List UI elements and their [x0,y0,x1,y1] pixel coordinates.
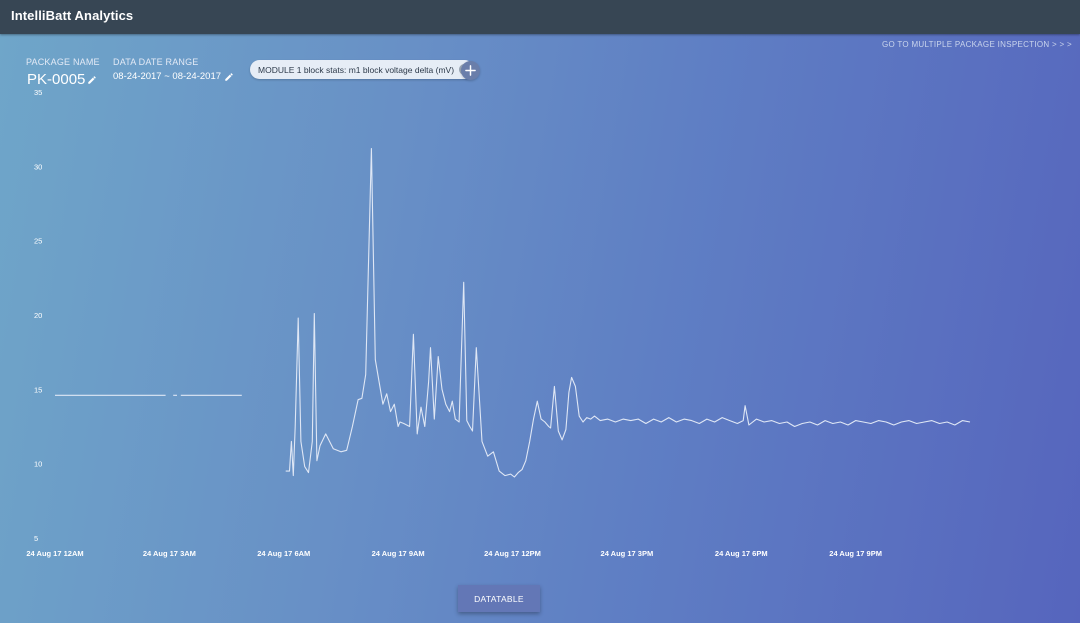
pencil-icon[interactable] [87,75,97,85]
date-range-field[interactable]: 08-24-2017 ~ 08-24-2017 [113,71,234,82]
add-filter-button[interactable] [461,61,480,80]
x-tick-label: 24 Aug 17 6AM [257,549,310,558]
y-tick-label: 25 [34,237,42,246]
package-name-label: PACKAGE NAME [26,57,100,67]
app-title: IntelliBatt Analytics [11,8,134,23]
y-tick-label: 30 [34,162,42,171]
date-range-label: DATA DATE RANGE [113,57,199,67]
y-tick-label: 15 [34,385,42,394]
y-tick-label: 10 [34,460,42,469]
series-line-segment-3 [285,147,971,478]
top-bar: IntelliBatt Analytics [0,0,1080,34]
filter-chip-label: MODULE 1 block stats: m1 block voltage d… [258,64,455,75]
y-tick-label: 20 [34,311,42,320]
x-tick-label: 24 Aug 17 12PM [484,549,541,558]
plus-icon [465,65,476,76]
multiple-package-inspection-link[interactable]: GO TO MULTIPLE PACKAGE INSPECTION > > > [881,40,1072,49]
pencil-icon[interactable] [224,72,234,82]
date-range-value: 08-24-2017 ~ 08-24-2017 [113,71,222,82]
x-tick-label: 24 Aug 17 9AM [372,549,425,558]
x-tick-label: 24 Aug 17 12AM [26,549,83,558]
x-tick-label: 24 Aug 17 3PM [601,549,654,558]
package-name-value: PK-0005 [27,71,86,88]
datatable-button[interactable]: DATATABLE [458,585,540,612]
x-tick-label: 24 Aug 17 9PM [829,549,882,558]
x-tick-label: 24 Aug 17 3AM [143,549,196,558]
y-tick-label: 35 [34,88,42,97]
package-name-field[interactable]: PK-0005 [27,71,97,88]
y-tick-label: 5 [34,534,38,543]
x-tick-label: 24 Aug 17 6PM [715,549,768,558]
